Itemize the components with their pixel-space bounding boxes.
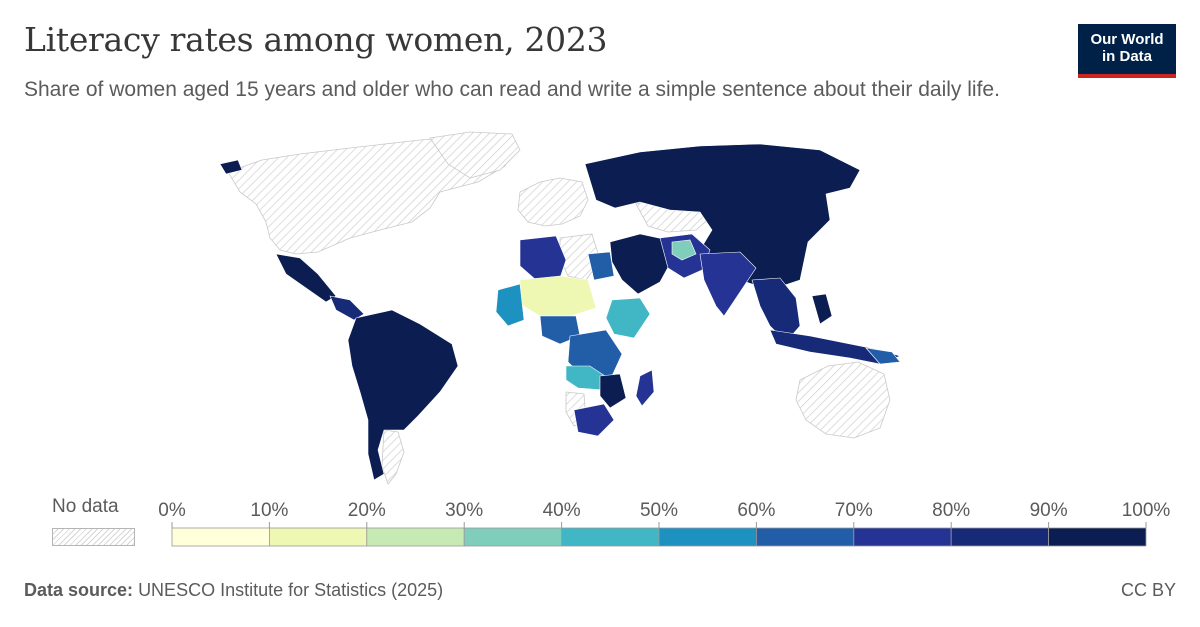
legend-tick-label: 40%	[543, 500, 581, 521]
legend-bin-80-90[interactable]	[950, 527, 1050, 547]
region-philippines[interactable]	[811, 293, 833, 325]
legend-tick-label: 0%	[158, 500, 186, 521]
legend-bin-70-80[interactable]	[853, 527, 952, 547]
legend-bin-0-10[interactable]	[171, 527, 270, 547]
chart-title: Literacy rates among women, 2023	[24, 20, 608, 59]
legend-tick-label: 100%	[1122, 500, 1171, 521]
region-greenland[interactable]	[429, 131, 521, 179]
legend-tick-label: 90%	[1030, 500, 1068, 521]
data-regions	[219, 143, 901, 481]
legend-ticks: 0% 10% 20% 30% 40% 50% 60% 70% 80% 90% 100%	[158, 500, 1170, 528]
region-sahel[interactable]	[519, 275, 597, 317]
legend-bins	[171, 527, 1147, 547]
no-data-regions	[227, 131, 891, 485]
legend-tick-label: 80%	[932, 500, 970, 521]
legend-tick-label: 50%	[640, 500, 678, 521]
chart-subtitle: Share of women aged 15 years and older w…	[24, 78, 1000, 101]
legend-no-data-label: No data	[52, 496, 119, 517]
legend-bin-20-30[interactable]	[366, 527, 465, 547]
region-argentina[interactable]	[381, 429, 405, 485]
region-south-america[interactable]	[347, 309, 459, 481]
legend-tick-label: 20%	[348, 500, 386, 521]
legend-bin-40-50[interactable]	[561, 527, 660, 547]
data-source: Data source: UNESCO Institute for Statis…	[24, 580, 443, 601]
region-west-africa[interactable]	[495, 283, 525, 327]
region-north-america[interactable]	[227, 135, 516, 255]
legend-tick-label: 70%	[835, 500, 873, 521]
license[interactable]: CC BY	[1120, 580, 1176, 600]
region-europe[interactable]	[517, 177, 589, 227]
region-central-america[interactable]	[329, 295, 365, 321]
region-mexico[interactable]	[275, 253, 337, 303]
data-source-label: Data source:	[24, 580, 134, 600]
legend-no-data-swatch[interactable]	[52, 528, 135, 546]
region-north-africa[interactable]	[519, 235, 567, 281]
legend-bin-30-40[interactable]	[463, 527, 563, 547]
region-alaska-tip[interactable]	[219, 159, 243, 175]
region-middle-east[interactable]	[609, 233, 673, 295]
legend-tick-label: 60%	[737, 500, 775, 521]
region-ethiopia-somalia[interactable]	[605, 297, 651, 339]
data-source-text[interactable]: UNESCO Institute for Statistics (2025)	[138, 580, 444, 600]
region-mozambique[interactable]	[599, 373, 627, 409]
region-papua-new-guinea[interactable]	[865, 347, 901, 365]
legend-tick-label: 30%	[445, 500, 483, 521]
region-afghanistan[interactable]	[671, 239, 697, 261]
logo-line-1: Our World	[1090, 31, 1164, 48]
legend-bin-90-100[interactable]	[1048, 527, 1147, 547]
owid-logo[interactable]: Our World in Data	[1078, 24, 1176, 78]
legend-bin-10-20[interactable]	[268, 527, 368, 547]
region-madagascar[interactable]	[635, 369, 655, 407]
legend-tick-label: 10%	[250, 500, 288, 521]
region-australia[interactable]	[795, 361, 891, 439]
logo-line-2: in Data	[1101, 48, 1152, 65]
region-india[interactable]	[699, 251, 757, 317]
world-map[interactable]	[0, 130, 1200, 490]
region-egypt[interactable]	[587, 251, 615, 281]
legend-bin-60-70[interactable]	[756, 527, 855, 547]
region-south-africa[interactable]	[573, 403, 615, 437]
legend-bin-50-60[interactable]	[658, 527, 757, 547]
